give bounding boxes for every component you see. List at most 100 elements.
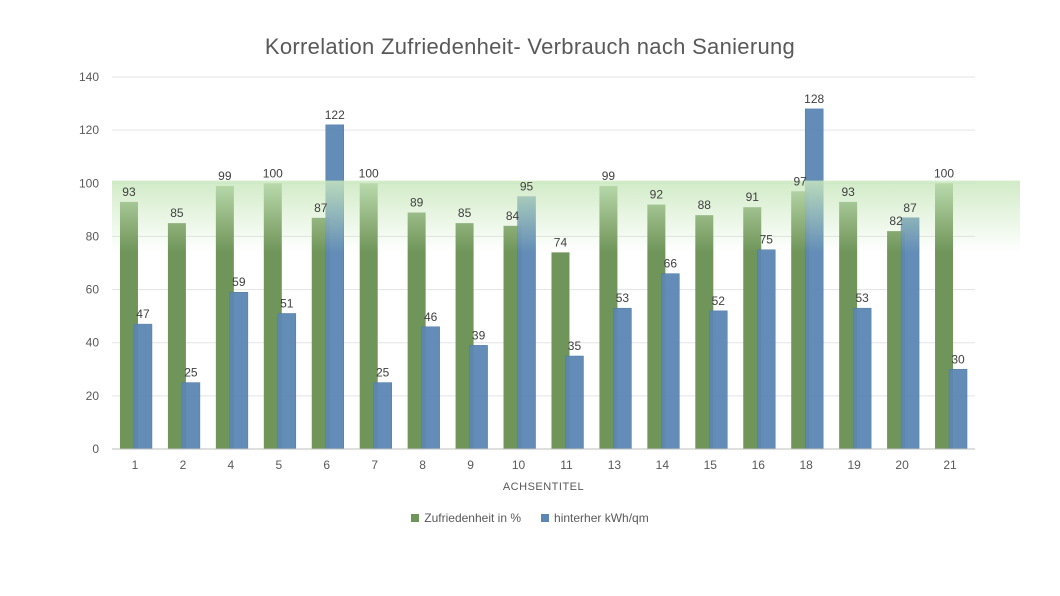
label-consumption-16: 75: [760, 233, 774, 247]
label-satisfaction-19: 93: [841, 185, 855, 199]
legend-swatch-satisfaction: [411, 514, 420, 522]
label-satisfaction-16: 91: [746, 190, 760, 204]
label-satisfaction-4: 99: [218, 169, 232, 183]
bar-consumption-18: [804, 108, 824, 450]
label-satisfaction-7: 100: [359, 166, 379, 180]
bar-satisfaction-9: [455, 223, 474, 449]
label-consumption-9: 39: [472, 328, 486, 342]
label-satisfaction-18: 97: [794, 174, 808, 188]
x-tick-11: 11: [560, 458, 573, 472]
x-axis-title: ACHSENTITEL: [503, 481, 584, 493]
label-consumption-18: 128: [804, 92, 824, 106]
label-consumption-20: 87: [903, 201, 917, 215]
legend-label-satisfaction: Zufriedenheit in %: [424, 511, 522, 525]
bar-satisfaction-6: [311, 217, 330, 449]
y-tick-60: 60: [86, 283, 100, 297]
label-satisfaction-13: 99: [602, 169, 616, 183]
y-tick-140: 140: [79, 70, 99, 84]
x-tick-13: 13: [608, 458, 622, 472]
bar-satisfaction-19: [839, 201, 858, 449]
bar-consumption-7: [373, 382, 392, 450]
label-satisfaction-1: 93: [122, 185, 136, 199]
x-tick-6: 6: [323, 458, 330, 472]
bar-satisfaction-11: [551, 252, 570, 449]
y-tick-120: 120: [79, 123, 99, 137]
y-tick-20: 20: [86, 389, 100, 403]
y-tick-80: 80: [86, 229, 100, 243]
label-satisfaction-11: 74: [554, 235, 568, 249]
bar-consumption-20: [900, 217, 920, 450]
bar-satisfaction-15: [695, 215, 714, 449]
bar-satisfaction-2: [167, 223, 186, 449]
bar-satisfaction-10: [503, 225, 522, 449]
label-satisfaction-20: 82: [889, 214, 903, 228]
bar-satisfaction-8: [407, 212, 426, 449]
bar-consumption-8: [421, 326, 440, 450]
legend-label-consumption: hinterher kWh/qm: [554, 511, 649, 525]
label-consumption-6: 122: [325, 108, 345, 122]
legend-item-satisfaction: Zufriedenheit in %: [411, 511, 521, 525]
bar-consumption-19: [852, 307, 872, 450]
bar-satisfaction-1: [119, 201, 138, 449]
bar-consumption-1: [133, 323, 153, 450]
label-satisfaction-5: 100: [263, 166, 283, 180]
label-consumption-8: 46: [424, 310, 438, 324]
bar-consumption-9: [469, 345, 488, 450]
x-tick-5: 5: [275, 458, 282, 472]
highlight-band: [112, 180, 1020, 253]
label-consumption-7: 25: [376, 366, 390, 380]
bar-consumption-14: [661, 273, 680, 450]
label-satisfaction-14: 92: [650, 188, 664, 202]
x-tick-10: 10: [512, 458, 526, 472]
legend-item-consumption: hinterher kWh/qm: [541, 511, 649, 525]
label-consumption-21: 30: [951, 352, 965, 366]
label-satisfaction-6: 87: [314, 201, 328, 215]
x-tick-9: 9: [467, 458, 474, 472]
label-consumption-2: 25: [184, 366, 198, 380]
x-tick-21: 21: [943, 458, 957, 472]
label-consumption-13: 53: [616, 291, 630, 305]
y-tick-0: 0: [92, 442, 99, 456]
label-consumption-19: 53: [855, 291, 869, 305]
bar-consumption-15: [709, 310, 728, 450]
bar-consumption-21: [948, 369, 968, 450]
label-satisfaction-15: 88: [698, 198, 712, 212]
x-tick-14: 14: [656, 458, 670, 472]
label-satisfaction-9: 85: [458, 206, 472, 220]
bar-satisfaction-16: [743, 207, 762, 449]
label-consumption-14: 66: [664, 257, 678, 271]
label-satisfaction-2: 85: [170, 206, 184, 220]
x-tick-1: 1: [132, 458, 139, 472]
label-consumption-4: 59: [232, 275, 246, 289]
bar-consumption-4: [229, 291, 249, 450]
y-tick-40: 40: [86, 336, 100, 350]
x-tick-18: 18: [800, 458, 814, 472]
bar-consumption-16: [757, 249, 776, 450]
x-tick-15: 15: [704, 458, 718, 472]
bar-consumption-13: [613, 307, 632, 450]
label-consumption-1: 47: [136, 307, 150, 321]
bar-satisfaction-14: [647, 204, 666, 449]
x-tick-8: 8: [419, 458, 426, 472]
x-tick-20: 20: [895, 458, 909, 472]
y-tick-100: 100: [79, 176, 99, 190]
label-satisfaction-10: 84: [506, 209, 520, 223]
x-tick-7: 7: [371, 458, 378, 472]
bar-consumption-2: [181, 382, 201, 450]
label-consumption-15: 52: [712, 294, 726, 308]
bar-consumption-5: [277, 313, 297, 450]
x-tick-4: 4: [228, 458, 235, 472]
legend: Zufriedenheit in % hinterher kWh/qm: [0, 511, 1060, 525]
bar-consumption-11: [565, 355, 584, 450]
label-consumption-10: 95: [520, 180, 534, 194]
x-tick-16: 16: [752, 458, 766, 472]
x-tick-2: 2: [180, 458, 187, 472]
legend-swatch-consumption: [541, 514, 550, 522]
label-consumption-11: 35: [568, 339, 582, 353]
x-tick-19: 19: [847, 458, 861, 472]
chart-title: Korrelation Zufriedenheit- Verbrauch nac…: [264, 34, 796, 59]
bar-satisfaction-18: [791, 191, 810, 449]
label-satisfaction-8: 89: [410, 196, 424, 210]
